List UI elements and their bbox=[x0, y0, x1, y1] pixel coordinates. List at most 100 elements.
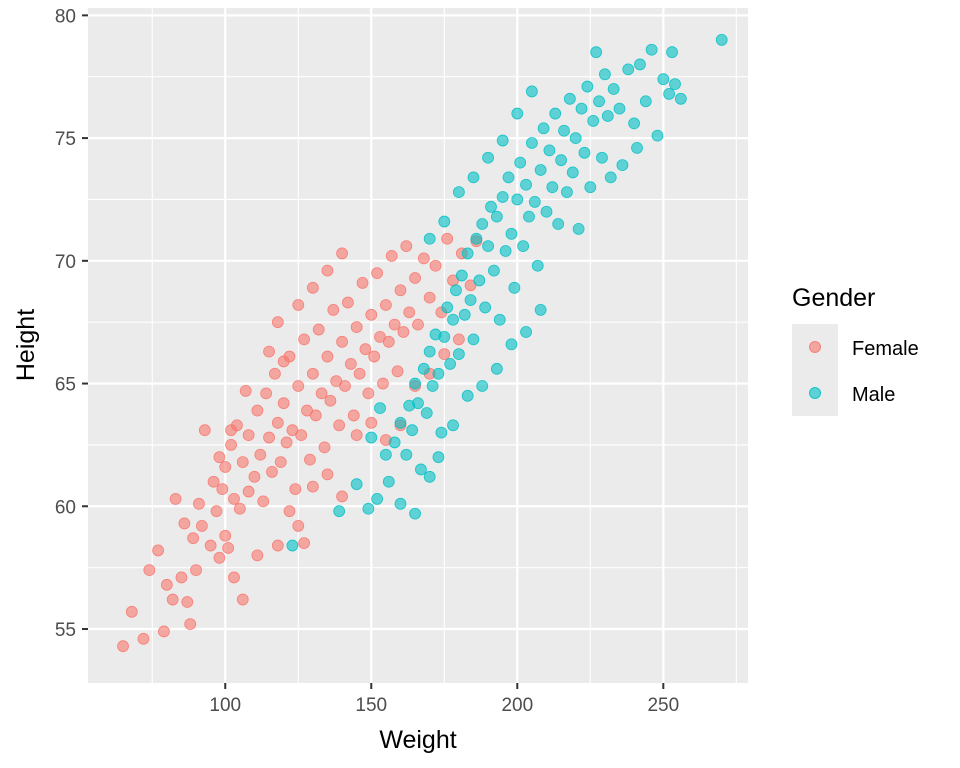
y-tick-label: 80 bbox=[55, 6, 76, 27]
data-point bbox=[400, 240, 413, 252]
data-point bbox=[461, 247, 474, 260]
data-point bbox=[213, 451, 226, 464]
data-point bbox=[228, 571, 240, 584]
data-point bbox=[543, 144, 556, 157]
data-point bbox=[283, 505, 296, 518]
data-point bbox=[125, 605, 138, 618]
data-point bbox=[534, 164, 547, 176]
data-point bbox=[277, 355, 290, 368]
data-point bbox=[175, 571, 188, 584]
data-point bbox=[499, 245, 512, 257]
data-point bbox=[525, 137, 538, 149]
data-point bbox=[432, 451, 445, 464]
data-point bbox=[336, 490, 348, 503]
data-point bbox=[479, 301, 492, 314]
data-point bbox=[292, 380, 305, 392]
data-point bbox=[339, 380, 351, 392]
data-point bbox=[613, 102, 626, 115]
y-tick-label: 70 bbox=[55, 252, 76, 273]
data-point bbox=[429, 259, 442, 272]
data-point bbox=[336, 247, 348, 260]
data-point bbox=[488, 264, 500, 277]
data-point bbox=[195, 520, 208, 532]
data-point bbox=[169, 493, 182, 505]
data-point bbox=[158, 625, 170, 638]
data-point bbox=[306, 480, 319, 493]
data-point bbox=[482, 151, 494, 164]
data-point bbox=[324, 394, 337, 407]
data-point bbox=[242, 429, 255, 441]
data-point bbox=[470, 232, 483, 245]
data-point bbox=[225, 439, 237, 451]
data-point bbox=[438, 215, 451, 228]
data-point bbox=[225, 424, 237, 437]
data-point bbox=[423, 345, 436, 358]
data-point bbox=[467, 171, 480, 184]
data-point bbox=[450, 284, 462, 297]
x-tick-label: 100 bbox=[209, 695, 241, 716]
data-point bbox=[315, 387, 328, 400]
data-point bbox=[409, 377, 421, 390]
data-point bbox=[622, 63, 635, 76]
data-point bbox=[210, 505, 223, 518]
data-point bbox=[590, 46, 603, 59]
data-point bbox=[295, 429, 308, 441]
data-point bbox=[464, 294, 477, 306]
data-point bbox=[447, 419, 459, 432]
data-point bbox=[520, 326, 532, 338]
data-point bbox=[242, 485, 255, 498]
data-point bbox=[569, 132, 582, 144]
data-point bbox=[374, 402, 386, 414]
data-point bbox=[271, 539, 284, 552]
data-point bbox=[455, 269, 468, 282]
data-point bbox=[561, 186, 573, 198]
data-point bbox=[584, 181, 597, 194]
data-point bbox=[505, 227, 518, 240]
data-point bbox=[423, 232, 436, 245]
data-point bbox=[531, 259, 544, 272]
x-axis-title: Weight bbox=[379, 726, 456, 754]
data-point bbox=[578, 146, 591, 159]
data-point bbox=[596, 151, 608, 164]
data-point bbox=[447, 313, 459, 326]
data-point bbox=[438, 331, 451, 343]
data-point bbox=[438, 348, 451, 360]
data-point bbox=[356, 277, 369, 289]
data-point bbox=[520, 178, 532, 191]
data-point bbox=[379, 448, 392, 461]
y-tick-label: 75 bbox=[55, 129, 76, 150]
data-point bbox=[321, 350, 334, 363]
data-point bbox=[435, 426, 448, 439]
data-point bbox=[534, 304, 547, 316]
data-point bbox=[514, 156, 527, 169]
data-point bbox=[616, 159, 629, 171]
data-point bbox=[496, 134, 509, 147]
data-point bbox=[327, 304, 340, 316]
x-tick-label: 200 bbox=[501, 695, 533, 716]
data-point bbox=[350, 478, 363, 491]
data-point bbox=[236, 593, 249, 606]
data-point bbox=[239, 385, 252, 397]
data-point bbox=[286, 539, 299, 552]
data-point bbox=[388, 318, 401, 331]
data-point bbox=[511, 193, 524, 206]
data-point bbox=[715, 34, 728, 46]
y-tick-label: 55 bbox=[55, 620, 76, 641]
data-point bbox=[219, 461, 232, 473]
data-point bbox=[260, 387, 273, 400]
data-point bbox=[368, 350, 381, 363]
data-point bbox=[254, 448, 267, 461]
data-point bbox=[388, 436, 401, 449]
x-axis: 100 150 200 250 bbox=[209, 683, 679, 716]
data-point bbox=[292, 520, 305, 532]
data-point bbox=[143, 564, 156, 576]
data-point bbox=[505, 338, 518, 351]
data-point bbox=[333, 505, 346, 518]
y-axis-title: Height bbox=[12, 309, 40, 381]
data-point bbox=[394, 416, 407, 429]
data-point bbox=[490, 362, 503, 375]
data-point bbox=[517, 240, 530, 252]
series-female bbox=[117, 232, 483, 653]
data-point bbox=[552, 218, 565, 230]
